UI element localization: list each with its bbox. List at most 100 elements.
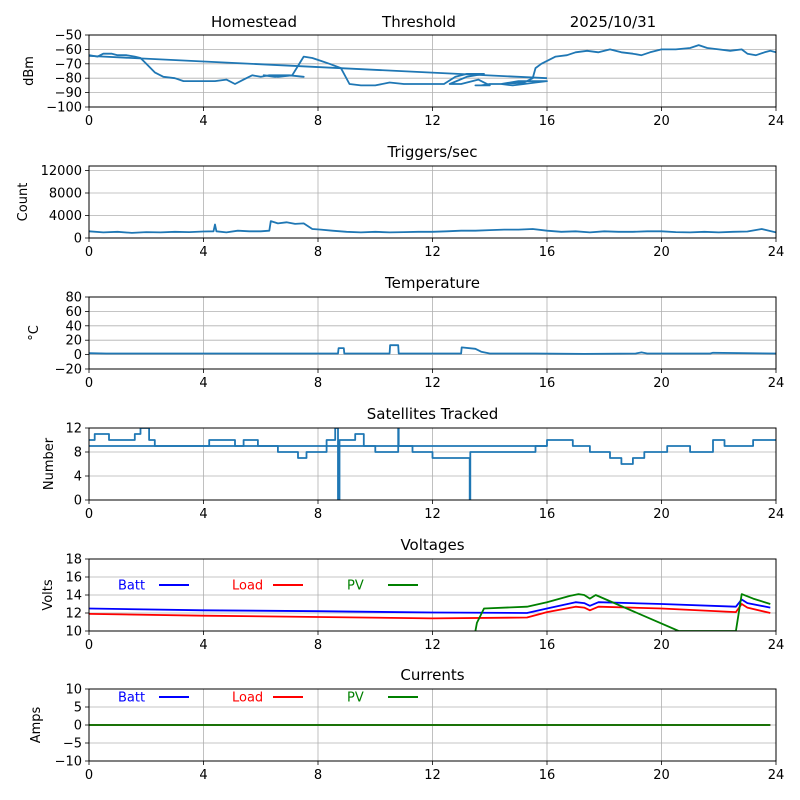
series-group	[89, 220, 776, 234]
panel-signal-strength: 0 4 8 12 16 20 24 −100−90−80−70−60−50 dBm	[22, 29, 784, 130]
y-tick-label: −5	[63, 737, 82, 752]
header-threshold: Threshold	[381, 13, 456, 31]
panel-title: Currents	[400, 666, 464, 684]
panel-title: Triggers/sec	[387, 143, 478, 161]
y-axis-label: °C	[27, 325, 42, 341]
x-tick-label: 4	[199, 114, 207, 129]
legend-label-load: Load	[232, 691, 263, 706]
panel-title: Temperature	[384, 274, 480, 292]
y-tick-label: −80	[55, 72, 82, 87]
x-tick-label: 8	[314, 638, 322, 653]
x-tick-label: 16	[539, 245, 556, 260]
y-tick-label: 60	[65, 305, 82, 320]
panel-currents: 0 4 8 12 16 20 24 −10 −5 0 5 10 Currents Amps Batt Load…	[29, 666, 784, 783]
x-tick-label: 0	[85, 376, 93, 391]
x-tick-label: 20	[653, 114, 670, 129]
panel-voltages: 0 4 8 12 16 20 24 10 12 14 16 18 Voltages Volts Batt Lo…	[41, 536, 784, 653]
panel-title: Voltages	[400, 536, 464, 554]
legend-label-batt: Batt	[118, 691, 145, 706]
x-tick-label: 8	[314, 507, 322, 522]
y-tick-label: 18	[65, 553, 82, 568]
legend-label-pv: PV	[347, 579, 364, 594]
x-tick-label: 4	[199, 507, 207, 522]
y-tick-label: −70	[55, 57, 82, 72]
x-tick-label: 16	[539, 376, 556, 391]
series-line-regression	[89, 55, 548, 80]
panel-triggers-sec: 0 4 8 12 16 20 24 0 4000 8000 12000 Triggers/sec Cou…	[16, 143, 784, 260]
x-tick-label: 8	[314, 768, 322, 783]
x-tick-label: 0	[85, 507, 93, 522]
series-group	[89, 428, 776, 500]
x-tick-label: 24	[768, 507, 785, 522]
x-tick-label: 0	[85, 245, 93, 260]
y-axis-label: Volts	[41, 579, 56, 611]
x-tick-label: 12	[424, 638, 441, 653]
y-tick-label: 16	[65, 571, 82, 586]
x-tick-label: 16	[539, 114, 556, 129]
x-tick-label: 24	[768, 638, 785, 653]
x-tick-label: 8	[314, 376, 322, 391]
x-tick-label: 24	[768, 768, 785, 783]
y-tick-label: 14	[65, 589, 82, 604]
y-tick-label: 8000	[49, 187, 82, 202]
y-tick-label: −100	[46, 101, 82, 116]
x-tick-label: 24	[768, 376, 785, 391]
x-tick-label: 20	[653, 768, 670, 783]
x-tick-label: 20	[653, 245, 670, 260]
y-tick-label: 20	[65, 334, 82, 349]
y-tick-label: −20	[55, 363, 82, 378]
series-group	[89, 593, 771, 631]
y-tick-label: 40	[65, 319, 82, 334]
x-tick-label: 12	[424, 768, 441, 783]
y-tick-label: 0	[74, 232, 82, 247]
y-tick-label: 0	[74, 719, 82, 734]
y-axis-label: Amps	[29, 706, 44, 743]
header-location: Homestead	[211, 13, 297, 31]
x-tick-label: 20	[653, 507, 670, 522]
legend-label-batt: Batt	[118, 579, 145, 594]
legend-label-pv: PV	[347, 691, 364, 706]
y-tick-label: 10	[65, 625, 82, 640]
series-group	[89, 344, 776, 355]
y-tick-label: −60	[55, 43, 82, 58]
x-tick-label: 0	[85, 768, 93, 783]
y-tick-label: −10	[55, 755, 82, 770]
y-tick-label: 12	[65, 607, 82, 622]
y-tick-label: 10	[65, 683, 82, 698]
x-tick-label: 24	[768, 245, 785, 260]
y-tick-label: 4	[74, 470, 82, 485]
y-axis-label: Number	[42, 437, 57, 490]
y-tick-label: −90	[55, 86, 82, 101]
y-tick-label: 12	[65, 422, 82, 437]
x-tick-label: 0	[85, 114, 93, 129]
y-tick-label: 4000	[49, 209, 82, 224]
series-line-temperature	[89, 344, 776, 355]
y-tick-label: −50	[55, 29, 82, 44]
y-tick-label: 5	[74, 701, 82, 716]
x-tick-label: 16	[539, 768, 556, 783]
x-tick-label: 4	[199, 768, 207, 783]
x-tick-label: 12	[424, 114, 441, 129]
y-tick-label: 0	[74, 348, 82, 363]
x-tick-label: 24	[768, 114, 785, 129]
x-tick-label: 20	[653, 638, 670, 653]
x-tick-label: 4	[199, 638, 207, 653]
legend-label-load: Load	[232, 579, 263, 594]
y-tick-label: 8	[74, 446, 82, 461]
x-tick-label: 0	[85, 638, 93, 653]
y-axis-label: dBm	[22, 56, 37, 86]
x-tick-label: 8	[314, 114, 322, 129]
y-tick-label: 0	[74, 494, 82, 509]
series-line-pv	[474, 593, 771, 631]
x-tick-label: 16	[539, 507, 556, 522]
x-tick-label: 16	[539, 638, 556, 653]
x-tick-label: 4	[199, 376, 207, 391]
header-date: 2025/10/31	[570, 13, 656, 31]
y-axis-label: Count	[16, 183, 31, 222]
panel-satellites-tracked: 0 4 8 12 16 20 24 0 4 8 12 Satellites Tracked Number	[42, 405, 784, 522]
series-line-triggers	[89, 220, 776, 234]
x-tick-label: 8	[314, 245, 322, 260]
